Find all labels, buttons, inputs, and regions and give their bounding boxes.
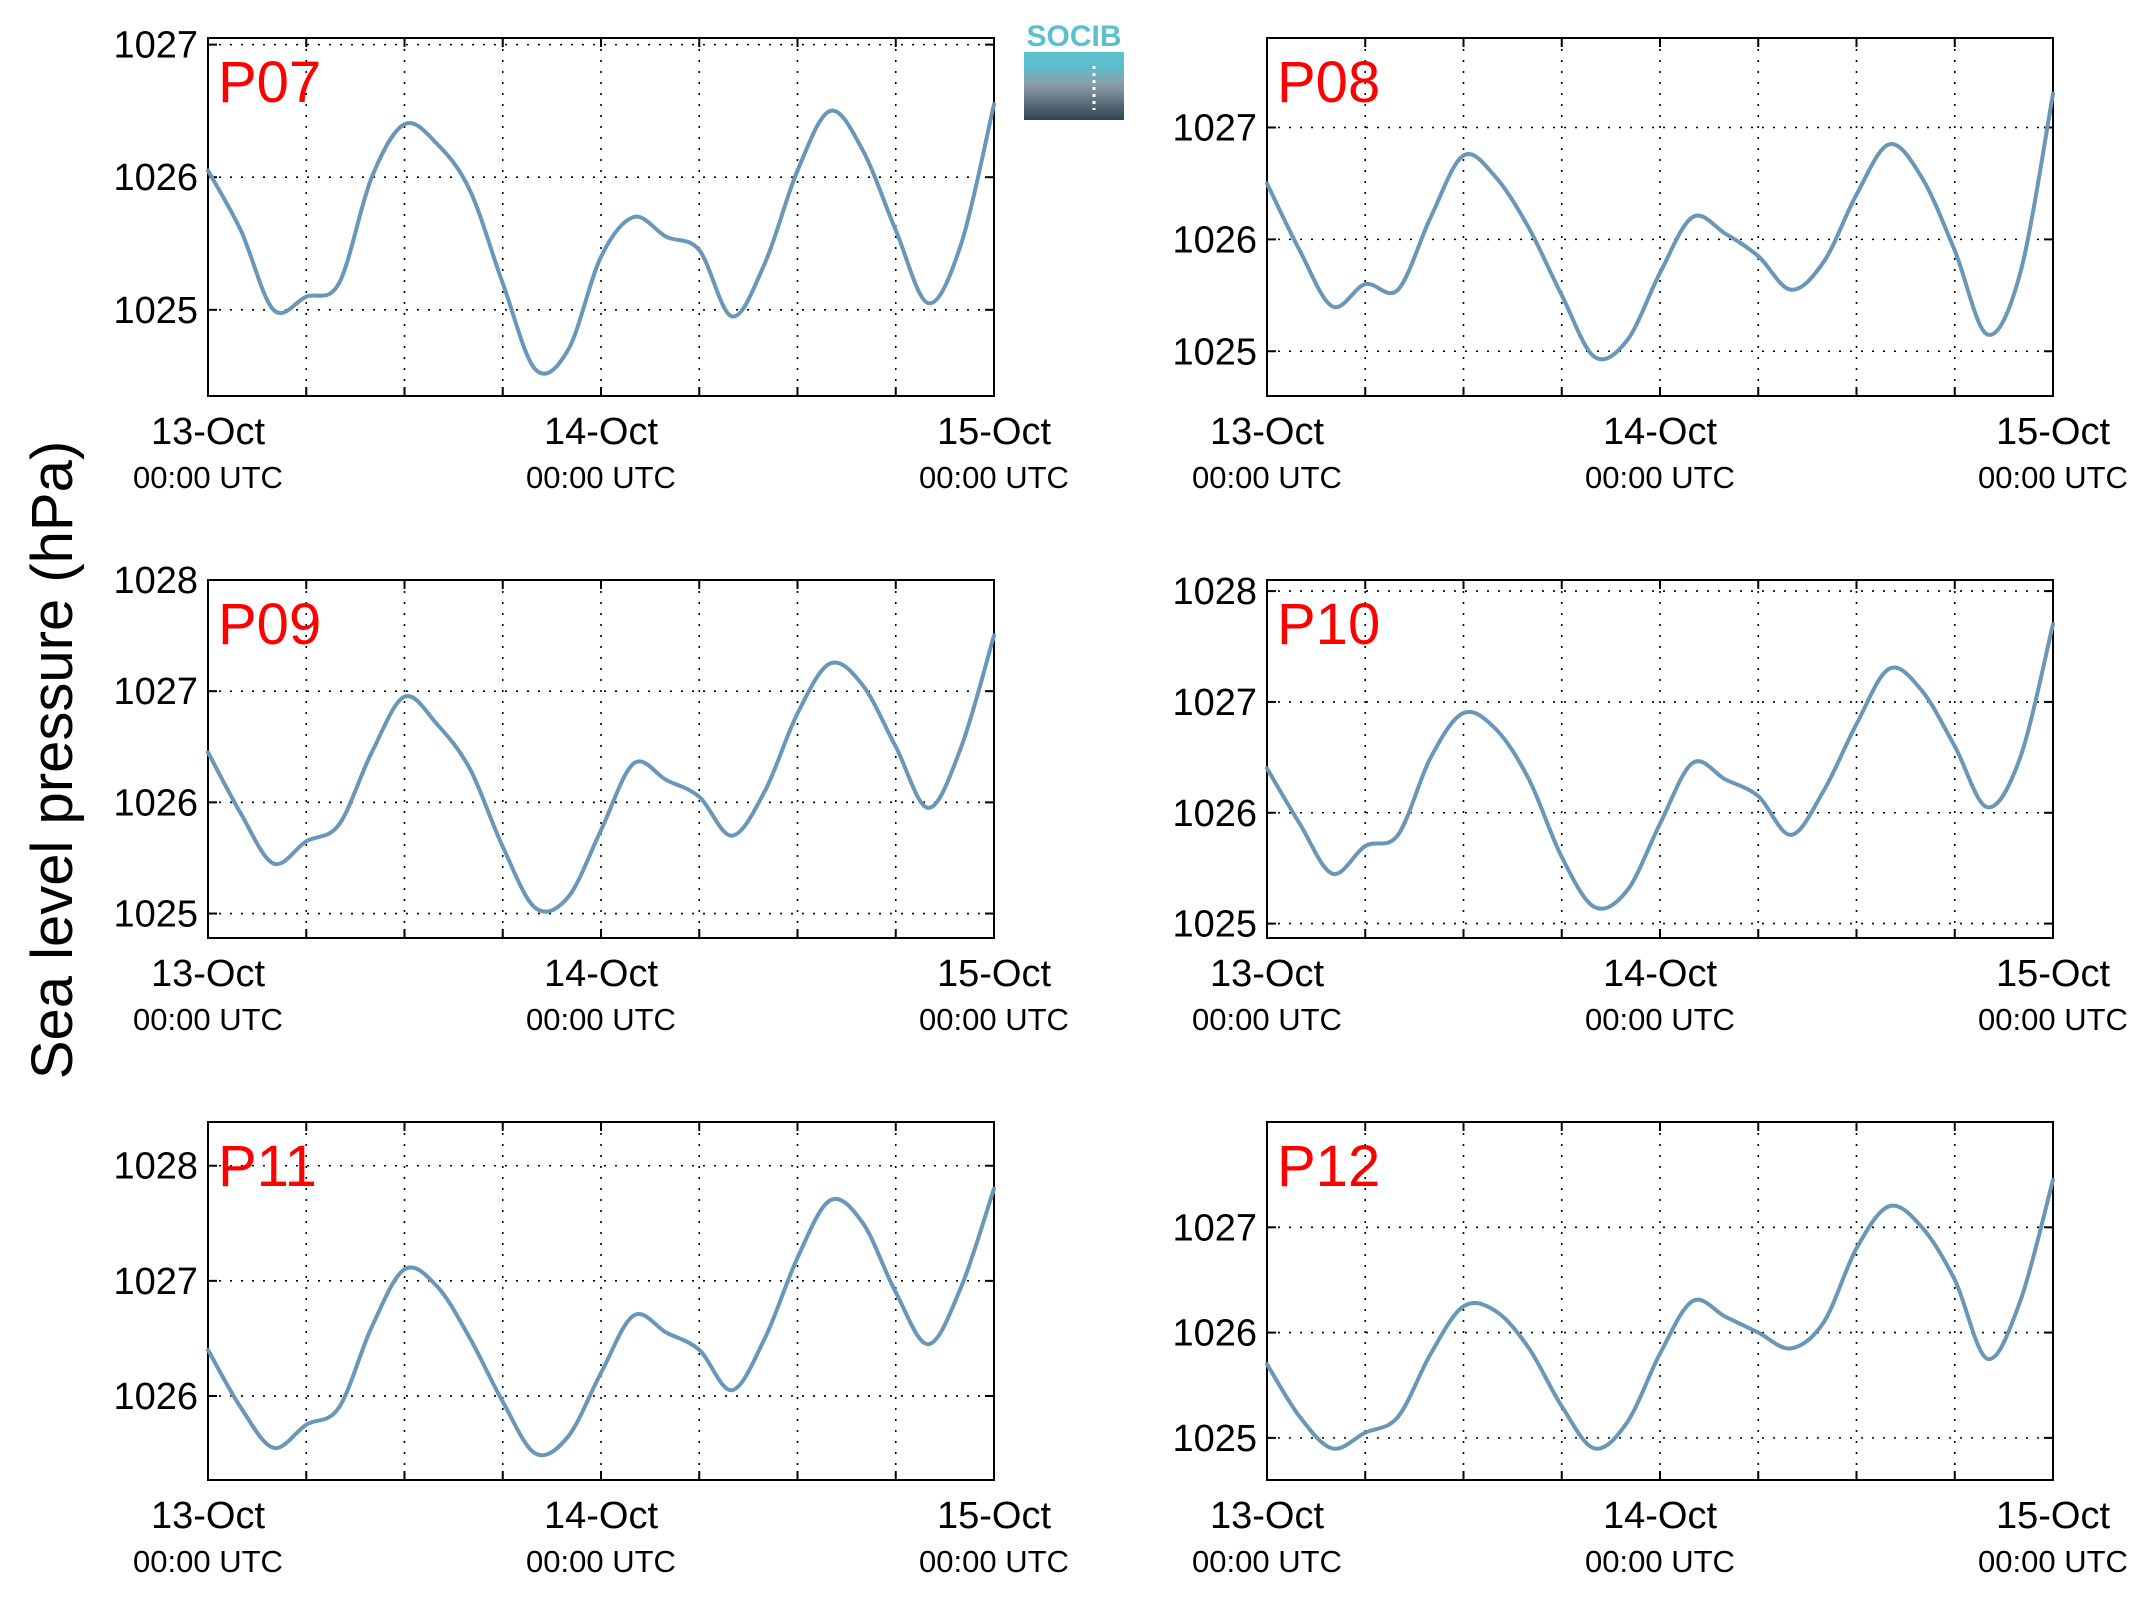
- y-tick-label: 1027: [1172, 682, 1257, 724]
- axes-frame: [207, 1121, 995, 1481]
- x-tick-label-day: 15-Oct: [1996, 953, 2110, 995]
- y-tick-label: 1027: [113, 25, 198, 67]
- panel-label: P12: [1277, 1134, 1380, 1199]
- y-tick-label: 1025: [1172, 904, 1257, 946]
- x-tick-label-day: 13-Oct: [151, 1495, 265, 1537]
- logo-wave-top: [1024, 52, 1124, 66]
- series-line-p10: [1265, 622, 2055, 911]
- y-tick-label: 1026: [113, 782, 198, 824]
- x-tick-label-day: 15-Oct: [1996, 411, 2110, 453]
- y-tick-label: 1025: [113, 894, 198, 936]
- panel-label: P09: [218, 592, 321, 657]
- y-tick-label: 1026: [1172, 793, 1257, 835]
- axes-frame: [1266, 579, 2054, 939]
- x-tick-label-day: 13-Oct: [1210, 1495, 1324, 1537]
- series-line-p07: [206, 102, 996, 376]
- x-tick-label-time: 00:00 UTC: [1585, 1002, 1735, 1037]
- y-tick-label: 1026: [113, 1376, 198, 1418]
- x-tick-label-day: 13-Oct: [151, 411, 265, 453]
- y-tick-label: 1026: [113, 157, 198, 199]
- x-tick-label-day: 14-Oct: [544, 953, 658, 995]
- x-tick-label-day: 15-Oct: [937, 1495, 1051, 1537]
- x-tick-label-day: 13-Oct: [151, 953, 265, 995]
- y-tick-label: 1025: [1172, 331, 1257, 373]
- x-tick-label-time: 00:00 UTC: [1192, 1544, 1342, 1579]
- x-tick-label-time: 00:00 UTC: [133, 1002, 283, 1037]
- socib-logo: SOCIB: [1024, 20, 1124, 120]
- y-tick-label: 1025: [113, 290, 198, 332]
- y-tick-label: 1027: [1172, 108, 1257, 150]
- y-tick-label: 1026: [1172, 1313, 1257, 1355]
- y-tick-label: 1028: [113, 560, 198, 602]
- panel-p08: 1025 1026 1027 13-Oct 00:00 UTC 14-Oct 00:00 U…: [1172, 37, 2128, 495]
- y-tick-label: 1028: [113, 1146, 198, 1188]
- x-tick-label-day: 15-Oct: [937, 953, 1051, 995]
- x-tick-label-day: 15-Oct: [937, 411, 1051, 453]
- x-tick-label-time: 00:00 UTC: [1585, 1544, 1735, 1579]
- panel-label: P11: [218, 1134, 317, 1199]
- x-tick-label-time: 00:00 UTC: [919, 460, 1069, 495]
- panels: 1025 1026 1027 13-Oct 00:00 UTC 14-Oct 00:00 U…: [113, 25, 2128, 1579]
- x-tick-label-time: 00:00 UTC: [919, 1002, 1069, 1037]
- panel-label: P08: [1277, 50, 1380, 115]
- x-tick-label-day: 14-Oct: [1603, 411, 1717, 453]
- x-tick-label-time: 00:00 UTC: [1978, 460, 2128, 495]
- x-tick-label-time: 00:00 UTC: [526, 1002, 676, 1037]
- y-tick-label: 1027: [113, 671, 198, 713]
- logo-text: SOCIB: [1026, 20, 1121, 53]
- logo-block: [1024, 66, 1124, 120]
- panel-label: P07: [218, 50, 321, 115]
- series-line-p09: [206, 633, 996, 914]
- y-tick-label: 1025: [1172, 1418, 1257, 1460]
- panel-p07: 1025 1026 1027 13-Oct 00:00 UTC 14-Oct 00:00 U…: [113, 25, 1069, 495]
- x-tick-label-time: 00:00 UTC: [1978, 1544, 2128, 1579]
- y-tick-label: 1026: [1172, 219, 1257, 261]
- x-tick-label-day: 13-Oct: [1210, 411, 1324, 453]
- x-tick-label-day: 15-Oct: [1996, 1495, 2110, 1537]
- x-tick-label-day: 14-Oct: [1603, 1495, 1717, 1537]
- panel-p11: 1026 1027 1028 13-Oct 00:00 UTC 14-Oct 00:00 U…: [113, 1121, 1069, 1579]
- series-line-p11: [206, 1186, 996, 1458]
- panel-p12: 1025 1026 1027 13-Oct 00:00 UTC 14-Oct 00:00 U…: [1172, 1121, 2128, 1579]
- series-line-p08: [1265, 91, 2055, 362]
- axes-frame: [207, 579, 995, 939]
- x-tick-label-time: 00:00 UTC: [1192, 1002, 1342, 1037]
- x-tick-label-time: 00:00 UTC: [919, 1544, 1069, 1579]
- y-axis-label: Sea level pressure (hPa): [20, 441, 85, 1079]
- panel-p10: 1025 1026 1027 1028 13-Oct 00:00 UTC 14-Oct 00:…: [1172, 571, 2128, 1037]
- axes-frame: [1266, 37, 2054, 397]
- panel-label: P10: [1277, 592, 1380, 657]
- x-tick-label-time: 00:00 UTC: [1585, 460, 1735, 495]
- x-tick-label-time: 00:00 UTC: [526, 460, 676, 495]
- axes-frame: [207, 37, 995, 397]
- x-tick-label-day: 13-Oct: [1210, 953, 1324, 995]
- y-tick-label: 1028: [1172, 571, 1257, 613]
- x-tick-label-time: 00:00 UTC: [1192, 460, 1342, 495]
- x-tick-label-time: 00:00 UTC: [1978, 1002, 2128, 1037]
- x-tick-label-day: 14-Oct: [1603, 953, 1717, 995]
- x-tick-label-time: 00:00 UTC: [133, 460, 283, 495]
- y-tick-label: 1027: [1172, 1207, 1257, 1249]
- x-tick-label-day: 14-Oct: [544, 1495, 658, 1537]
- x-tick-label-time: 00:00 UTC: [526, 1544, 676, 1579]
- series-line-p12: [1265, 1177, 2055, 1451]
- panel-p09: 1025 1026 1027 1028 13-Oct 00:00 UTC 14-Oct 00:…: [113, 560, 1069, 1037]
- y-tick-label: 1027: [113, 1261, 198, 1303]
- x-tick-label-time: 00:00 UTC: [133, 1544, 283, 1579]
- x-tick-label-day: 14-Oct: [544, 411, 658, 453]
